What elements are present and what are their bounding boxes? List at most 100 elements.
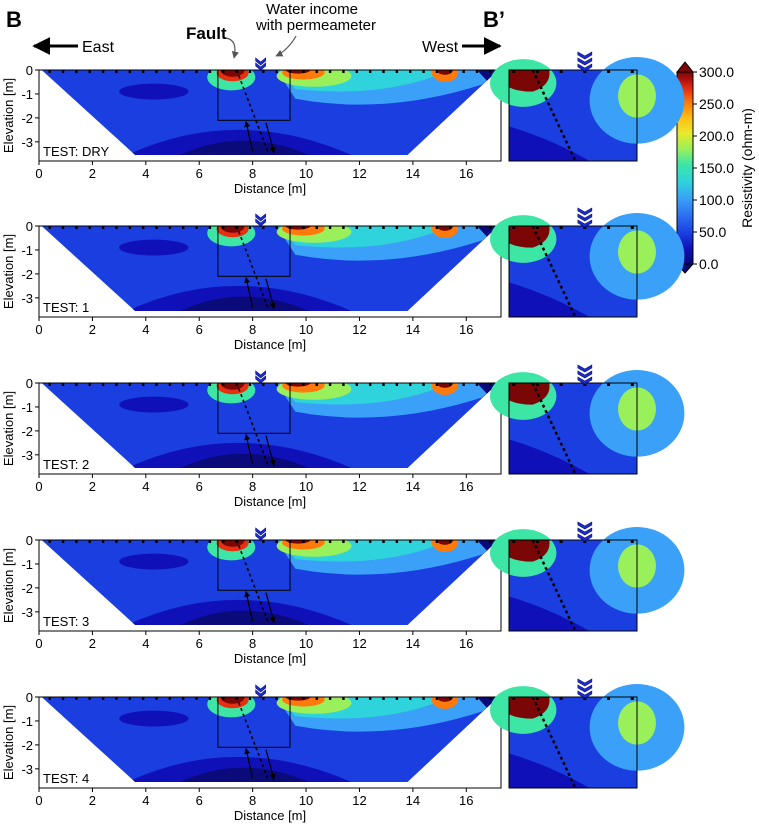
- electrode-marker: [328, 226, 332, 229]
- permeameter-marker: [255, 370, 266, 384]
- chevron-icon: [577, 57, 593, 66]
- zoom-electrode-marker: [559, 226, 563, 229]
- zoom-panel: [490, 364, 685, 475]
- electrode-marker: [155, 226, 158, 229]
- x-tick-label: 10: [299, 166, 313, 181]
- electrode-marker: [262, 697, 265, 700]
- electrode-marker: [155, 383, 158, 386]
- electrode-marker: [449, 383, 452, 386]
- electrode-marker: [182, 383, 185, 386]
- electrode-marker: [422, 226, 425, 229]
- very-low-resistivity-zone: [177, 296, 312, 312]
- profile-panel: 0 2 4 6 8 10 12 14 16 Distance [m] 0 -1 -2 -3 Elevatio…: [1, 684, 502, 823]
- x-tick-label: 14: [406, 479, 420, 494]
- electrode-marker: [262, 383, 265, 386]
- chevron-icon: [577, 370, 593, 379]
- west-resistive-core: [436, 226, 453, 231]
- zoom-low-zone: [509, 439, 590, 474]
- x-tick-label: 8: [249, 793, 256, 808]
- low-resistivity-lens: [119, 239, 189, 256]
- y-tick-label: -2: [21, 581, 33, 596]
- y-tick-label: -1: [21, 87, 33, 102]
- electrode-marker: [75, 70, 78, 73]
- electrode-marker: [275, 697, 278, 700]
- electrode-marker: [315, 697, 318, 700]
- x-tick-label: 2: [89, 322, 96, 337]
- zoom-electrode-marker: [583, 540, 587, 543]
- electrode-marker: [88, 697, 91, 700]
- electrode-marker: [101, 70, 105, 73]
- electrode-marker: [248, 697, 252, 700]
- electrode-marker: [395, 70, 399, 73]
- electrode-marker: [368, 540, 372, 543]
- electrode-marker: [382, 226, 385, 229]
- electrode-marker: [61, 70, 65, 73]
- section-label-b-prime: B’: [483, 7, 505, 32]
- y-tick-label: -3: [21, 448, 33, 463]
- x-tick-label: 14: [406, 322, 420, 337]
- very-low-resistivity-zone: [177, 453, 312, 469]
- colorbar-tick-label: 0.0: [699, 256, 719, 272]
- zoom-fault-resistive-core: [509, 70, 550, 92]
- fault-pointer: [225, 37, 239, 59]
- electrode-marker: [141, 226, 145, 229]
- electrode-marker: [435, 70, 439, 73]
- zoom-electrode-marker: [512, 540, 516, 543]
- x-axis-label: Distance [m]: [234, 494, 306, 509]
- fault-motion-arrow-down: [265, 122, 276, 154]
- fault-motion-arrow-down: [265, 749, 276, 781]
- profile-panel: 0 2 4 6 8 10 12 14 16 Distance [m] 0 -1 -2 -3 Elevatio…: [1, 370, 502, 509]
- electrode-marker: [195, 383, 198, 386]
- zoom-electrode-marker: [559, 697, 563, 700]
- permeameter-marker: [255, 527, 266, 541]
- zoom-electrode-marker: [607, 226, 611, 229]
- x-tick-label: 4: [142, 322, 149, 337]
- chevron-icon: [577, 219, 593, 228]
- resistivity-section: [41, 226, 499, 312]
- x-tick-label: 6: [196, 166, 203, 181]
- electrode-marker: [475, 226, 479, 229]
- zoom-electrode-marker: [559, 383, 563, 386]
- colorbar-tick-label: 200.0: [699, 128, 734, 144]
- zoom-fault-trace: [531, 69, 577, 162]
- zoom-permeameter-marker: [577, 51, 593, 72]
- fault-trace: [235, 539, 270, 625]
- electrode-marker: [275, 70, 278, 73]
- electrode-marker: [168, 70, 172, 73]
- zoom-panel: [490, 521, 685, 632]
- x-tick-label: 2: [89, 636, 96, 651]
- x-tick-label: 8: [249, 166, 256, 181]
- zoom-panel-frame: [508, 382, 638, 475]
- electrode-marker: [88, 226, 91, 229]
- electrode-marker: [195, 540, 198, 543]
- panel-frame: [38, 539, 502, 632]
- electrode-marker: [208, 226, 212, 229]
- electrode-marker: [435, 226, 439, 229]
- electrode-marker: [128, 383, 131, 386]
- electrode-marker: [368, 70, 372, 73]
- electrode-marker: [489, 70, 492, 73]
- electrode-marker: [75, 540, 78, 543]
- chevron-icon: [577, 690, 593, 699]
- panel-frame: [38, 382, 502, 475]
- x-tick-label: 12: [352, 322, 366, 337]
- zoom-electrode-marker: [559, 70, 563, 73]
- electrode-marker: [422, 70, 425, 73]
- x-tick-label: 14: [406, 166, 420, 181]
- electrode-marker: [462, 540, 465, 543]
- fault-trace: [235, 382, 270, 468]
- very-high-resistivity-body: [284, 697, 312, 701]
- chevron-icon: [255, 62, 266, 71]
- permeameter-marker: [255, 684, 266, 698]
- x-tick-label: 0: [35, 636, 42, 651]
- fault-motion-arrow-down: [265, 278, 276, 310]
- electrode-marker: [449, 697, 452, 700]
- very-low-resistivity-zone: [177, 140, 312, 156]
- y-tick-label: -3: [21, 291, 33, 306]
- electrode-marker: [141, 540, 145, 543]
- fault-motion-arrow-up: [244, 747, 254, 779]
- very-high-resistivity-body: [284, 383, 312, 387]
- electrode-marker: [141, 70, 145, 73]
- chevron-icon: [255, 213, 266, 222]
- electrode-marker: [382, 540, 385, 543]
